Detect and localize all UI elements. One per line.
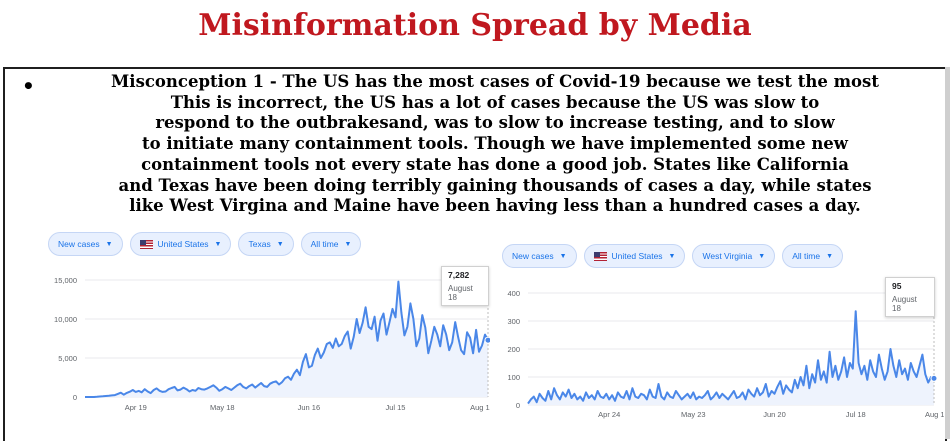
paragraph-line: to initiate many containment tools. Thou… [141,134,849,154]
caret-down-icon: ▼ [826,252,833,260]
x-tick-label: May 18 [210,403,235,412]
caret-down-icon: ▼ [668,252,676,260]
time-range-dropdown[interactable]: All time ▼ [300,232,362,256]
country-label: United States [157,239,209,249]
y-tick-label: 10,000 [54,315,77,324]
tooltip-value: 7,282 [448,270,470,280]
west-virginia-cases-chart: New cases ▼ United States ▼ West Virginia ▼… [496,233,944,439]
area-fill [85,281,488,397]
us-flag-icon [593,251,607,261]
country-dropdown[interactable]: United States ▼ [583,244,686,268]
country-dropdown[interactable]: United States ▼ [129,232,232,256]
value-tooltip: 7,282 August 18 [441,266,489,306]
tooltip-date: August 18 [892,295,917,313]
metric-label: New cases [58,239,100,249]
x-tick-label: Apr 19 [125,403,147,412]
x-tick-label: Jun 20 [763,410,786,419]
tooltip-date: August 18 [448,284,473,302]
y-tick-label: 5,000 [58,354,77,363]
paragraph-line: This is incorrect, the US has a lot of c… [170,92,820,112]
x-tick-label: May 23 [681,410,706,419]
caret-down-icon: ▼ [276,240,284,248]
x-tick-label: Jul 15 [385,403,405,412]
paragraph-line: respond to the outbrakesand, was to slow… [155,113,835,133]
x-tick-label: Aug 13 [470,403,490,412]
time-range-dropdown[interactable]: All time ▼ [782,244,843,268]
tooltip-value: 95 [892,281,902,291]
series-line [85,280,489,398]
x-tick-label: Aug 15 [925,410,944,419]
scrollbar[interactable] [945,67,950,439]
time-range-label: All time [792,251,821,261]
filter-chips: New cases ▼ United States ▼ West Virginia ▼… [502,244,843,268]
highlight-point [930,374,938,382]
texas-cases-chart: New cases ▼ United States ▼ Texas ▼ All tim… [40,222,490,439]
value-tooltip: 95 August 18 [885,277,935,317]
y-tick-label: 100 [507,373,520,382]
area-fill [528,311,934,405]
series-line [527,310,935,405]
y-tick-label: 300 [507,317,520,326]
paragraph-line: like West Virgina and Maine have been ha… [129,196,861,216]
page-title: Misinformation Spread by Media [198,8,752,43]
caret-down-icon: ▼ [344,240,352,248]
region-label: Texas [248,239,271,249]
caret-down-icon: ▼ [105,240,113,248]
filter-chips: New cases ▼ United States ▼ Texas ▼ All tim… [48,232,362,256]
y-tick-label: 400 [507,289,520,298]
country-label: United States [611,251,663,261]
time-range-label: All time [310,239,339,249]
metric-dropdown[interactable]: New cases ▼ [502,244,577,268]
region-dropdown[interactable]: Texas ▼ [238,232,294,256]
paragraph-line: containment tools not every state has do… [141,154,849,174]
x-tick-label: Jun 16 [298,403,321,412]
y-tick-label: 0 [516,401,520,410]
region-dropdown[interactable]: West Virginia ▼ [692,244,776,268]
caret-down-icon: ▼ [559,252,567,260]
highlight-point [484,336,490,344]
paragraph-line: and Texas have been doing terribly gaini… [118,175,872,195]
region-label: West Virginia [702,251,753,261]
y-tick-label: 15,000 [54,276,77,285]
paragraph-line: Misconception 1 - The US has the most ca… [111,72,879,91]
chart-plot[interactable]: 0 100 200 300 400 Apr 24 May 23 Jun 20 Jul 18 Aug… [496,233,944,439]
caret-down-icon: ▼ [758,252,766,260]
chart-plot[interactable]: 0 5,000 10,000 15,000 Apr 19 May 18 Jun 16 Jul … [40,222,490,439]
metric-dropdown[interactable]: New cases ▼ [48,232,123,256]
us-flag-icon [139,239,153,249]
metric-label: New cases [512,251,554,261]
caret-down-icon: ▼ [214,240,222,248]
y-tick-label: 0 [73,393,77,402]
x-tick-label: Apr 24 [598,410,620,419]
misconception-paragraph: Misconception 1 - The US has the most ca… [100,72,890,217]
bullet-marker: • [22,74,35,98]
y-tick-label: 200 [507,345,520,354]
x-tick-label: Jul 18 [846,410,866,419]
